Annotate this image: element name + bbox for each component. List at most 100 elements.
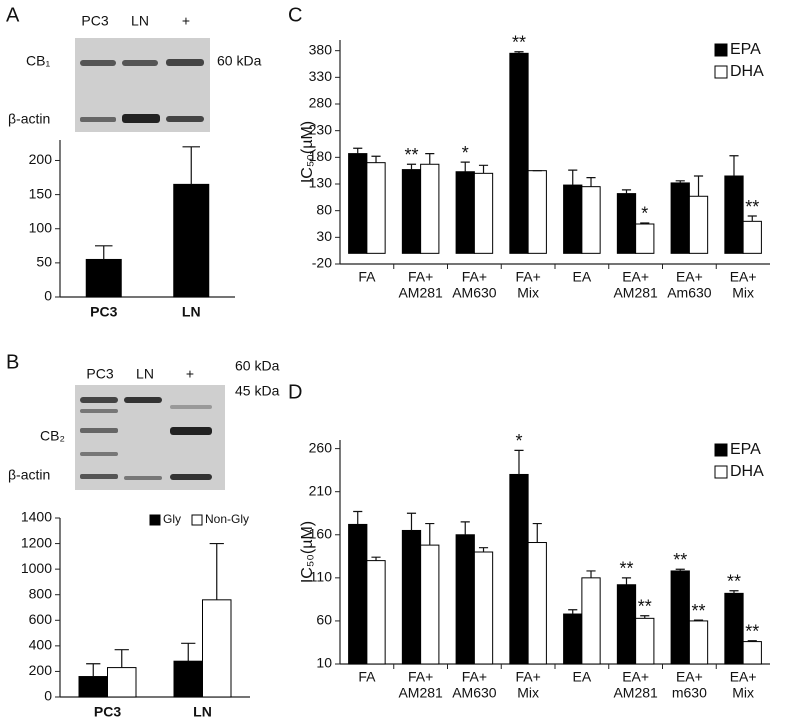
x-tick-label: Mix — [517, 685, 539, 701]
bar — [527, 542, 547, 665]
error-bar — [460, 161, 470, 172]
x-tick-label: EA — [573, 669, 592, 685]
error-bar — [182, 146, 200, 185]
y-tick-label: 160 — [309, 525, 333, 541]
bar — [724, 175, 744, 254]
error-bar — [478, 547, 489, 552]
error-bar — [729, 590, 739, 594]
y-tick-label: 60 — [316, 612, 332, 628]
error-bar — [460, 521, 470, 535]
error-bar — [675, 180, 685, 183]
error-bar — [181, 642, 196, 662]
bar — [509, 52, 529, 254]
bar — [348, 153, 368, 254]
error-bar — [729, 155, 739, 176]
band-label: CB₂ — [40, 428, 65, 444]
error-bar — [406, 512, 417, 531]
x-tick-label: AM281 — [613, 685, 658, 701]
bar — [670, 570, 690, 665]
bar — [563, 613, 583, 665]
y-tick-label: 10 — [316, 655, 332, 671]
blot-b: PC3 LN + CB₂ β-actin 60 kDa 45 kDa — [8, 358, 280, 490]
error-bar — [693, 619, 704, 621]
x-tick-label: FA+ — [462, 269, 487, 285]
error-bar — [425, 153, 435, 165]
significance-label: * — [641, 204, 648, 224]
significance-label: ** — [745, 197, 759, 217]
band — [80, 60, 116, 66]
x-tick-label: AM630 — [452, 285, 497, 301]
x-tick-label: AM281 — [398, 685, 443, 701]
error-bar — [586, 177, 596, 187]
significance-label: ** — [673, 550, 687, 570]
legend-swatch — [714, 43, 728, 57]
y-tick-label: 380 — [309, 41, 333, 57]
x-tick-label: Mix — [517, 285, 539, 301]
size-label: 45 kDa — [235, 383, 280, 399]
bar — [473, 551, 494, 665]
y-tick-label: -20 — [312, 255, 332, 271]
legend-label: EPA — [730, 41, 761, 58]
x-tick-label: m630 — [672, 685, 707, 701]
panel-letter: D — [288, 381, 302, 403]
y-tick-label: 1200 — [21, 534, 52, 550]
bar — [635, 223, 655, 254]
error-bar — [747, 640, 757, 642]
band — [80, 474, 118, 479]
band — [80, 409, 118, 413]
band — [170, 405, 212, 409]
error-bar — [425, 522, 435, 546]
size-label: 60 kDa — [217, 53, 262, 69]
y-tick-label: 1000 — [21, 560, 52, 576]
significance-label: ** — [727, 572, 741, 592]
legend-swatch — [191, 514, 203, 526]
error-bar — [568, 169, 578, 186]
error-bar — [532, 522, 542, 543]
y-axis-label: IC₅₀(µM) — [299, 121, 316, 183]
error-bar — [514, 449, 524, 475]
band — [80, 428, 118, 433]
y-tick-label: 200 — [29, 151, 53, 167]
bar — [473, 172, 494, 254]
error-bar — [640, 222, 650, 224]
bar — [420, 163, 440, 254]
x-tick-label: AM281 — [398, 285, 443, 301]
bar — [509, 473, 529, 665]
x-tick-label: PC3 — [90, 304, 117, 320]
significance-label: ** — [619, 559, 633, 579]
lane-label: LN — [136, 366, 154, 382]
x-tick-label: FA+ — [515, 669, 540, 685]
bar — [742, 220, 762, 254]
lane-label: PC3 — [81, 13, 108, 29]
x-tick-label: EA+ — [676, 269, 703, 285]
x-tick-label: FA+ — [408, 669, 433, 685]
band — [166, 59, 204, 66]
band — [166, 116, 204, 122]
bar — [173, 660, 203, 698]
band — [170, 427, 212, 435]
error-bar — [478, 164, 489, 174]
error-bar — [640, 615, 650, 619]
y-tick-label: 260 — [309, 439, 333, 455]
error-bar — [95, 245, 113, 260]
y-tick-label: 800 — [29, 585, 53, 601]
significance-label: ** — [638, 597, 652, 617]
bar — [616, 193, 637, 254]
y-tick-label: 110 — [310, 569, 333, 585]
x-tick-label: EA+ — [730, 669, 757, 685]
x-tick-label: EA+ — [730, 269, 757, 285]
bar — [688, 195, 709, 254]
x-tick-label: AM281 — [613, 285, 658, 301]
significance-label: ** — [512, 32, 526, 52]
band-label: β-actin — [8, 467, 50, 483]
significance-label: ** — [745, 621, 759, 641]
bar — [635, 617, 655, 665]
x-tick-label: LN — [182, 304, 201, 320]
error-bar — [514, 51, 524, 54]
lane-label: LN — [131, 13, 149, 29]
bar — [348, 523, 368, 665]
x-tick-label: FA+ — [408, 269, 433, 285]
bar — [670, 182, 690, 254]
band — [80, 117, 116, 122]
